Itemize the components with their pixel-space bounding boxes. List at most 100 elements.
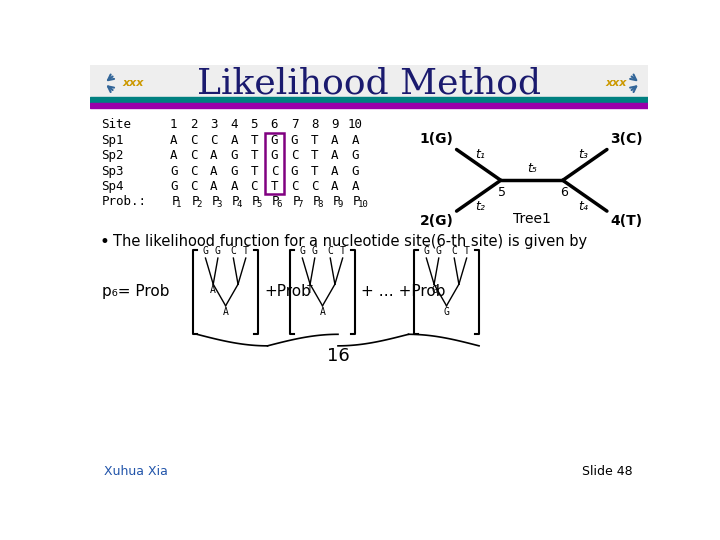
Text: Sp1: Sp1 bbox=[102, 134, 124, 147]
Text: The likelihood function for a nucleotide site(6-th site) is given by: The likelihood function for a nucleotide… bbox=[113, 234, 588, 249]
Text: A: A bbox=[331, 165, 338, 178]
Text: C: C bbox=[190, 134, 197, 147]
Text: A: A bbox=[230, 134, 238, 147]
Text: 16: 16 bbox=[327, 347, 349, 365]
Text: A: A bbox=[351, 180, 359, 193]
Text: T: T bbox=[271, 180, 278, 193]
Text: •: • bbox=[99, 233, 109, 251]
Text: t₃: t₃ bbox=[578, 148, 588, 161]
Text: A: A bbox=[210, 180, 217, 193]
Text: G: G bbox=[431, 285, 437, 295]
Text: 5: 5 bbox=[251, 118, 258, 131]
Text: P: P bbox=[252, 195, 259, 208]
Text: G: G bbox=[170, 165, 177, 178]
Bar bbox=[90, 65, 648, 97]
Text: Site: Site bbox=[102, 118, 132, 131]
Text: G: G bbox=[170, 180, 177, 193]
Text: G: G bbox=[351, 165, 359, 178]
Text: T: T bbox=[251, 149, 258, 162]
Text: 2(G): 2(G) bbox=[420, 214, 454, 228]
Text: C: C bbox=[328, 246, 333, 256]
Text: 4: 4 bbox=[230, 118, 238, 131]
Bar bbox=[265, 132, 284, 194]
Text: Prob.:: Prob.: bbox=[102, 195, 147, 208]
Text: G: G bbox=[436, 246, 441, 256]
Text: P: P bbox=[312, 195, 320, 208]
Text: t₅: t₅ bbox=[527, 162, 536, 175]
Text: T: T bbox=[251, 165, 258, 178]
Text: G: G bbox=[312, 246, 318, 256]
Text: G: G bbox=[215, 246, 221, 256]
Text: A: A bbox=[331, 149, 338, 162]
Text: Likelihood Method: Likelihood Method bbox=[197, 66, 541, 100]
Text: +Prob: +Prob bbox=[264, 285, 311, 300]
Text: C: C bbox=[210, 134, 217, 147]
Text: T: T bbox=[243, 246, 248, 256]
Text: 1: 1 bbox=[176, 200, 181, 208]
Text: 10: 10 bbox=[357, 200, 368, 208]
Text: C: C bbox=[311, 180, 318, 193]
Text: G: G bbox=[291, 165, 298, 178]
Text: A: A bbox=[170, 134, 177, 147]
Text: 1(G): 1(G) bbox=[420, 132, 454, 146]
Text: 8: 8 bbox=[317, 200, 323, 208]
Text: 6: 6 bbox=[560, 186, 568, 199]
Text: 6: 6 bbox=[276, 200, 282, 208]
Text: A: A bbox=[331, 180, 338, 193]
Text: T: T bbox=[311, 134, 318, 147]
Text: T: T bbox=[311, 149, 318, 162]
Text: t₁: t₁ bbox=[475, 148, 485, 161]
Bar bbox=[90, 97, 648, 103]
Text: G: G bbox=[230, 165, 238, 178]
Text: t₂: t₂ bbox=[475, 200, 485, 213]
Text: 4(T): 4(T) bbox=[610, 214, 642, 228]
Text: p₆= Prob: p₆= Prob bbox=[102, 285, 169, 300]
Text: Slide 48: Slide 48 bbox=[582, 465, 632, 478]
Text: 3: 3 bbox=[210, 118, 217, 131]
Text: G: G bbox=[351, 149, 359, 162]
Text: 8: 8 bbox=[311, 118, 318, 131]
Text: P: P bbox=[353, 195, 360, 208]
Text: Sp3: Sp3 bbox=[102, 165, 124, 178]
Text: P: P bbox=[212, 195, 219, 208]
Text: 9: 9 bbox=[331, 118, 338, 131]
Text: Sp2: Sp2 bbox=[102, 149, 124, 162]
Text: Sp4: Sp4 bbox=[102, 180, 124, 193]
Text: G: G bbox=[271, 149, 278, 162]
Text: C: C bbox=[271, 165, 278, 178]
Text: 7: 7 bbox=[291, 118, 298, 131]
Text: A: A bbox=[210, 285, 216, 295]
Text: Tree1: Tree1 bbox=[513, 212, 551, 226]
Bar bbox=[90, 103, 648, 108]
Text: A: A bbox=[170, 149, 177, 162]
Text: 4: 4 bbox=[236, 200, 242, 208]
Text: A: A bbox=[210, 149, 217, 162]
Text: 3(C): 3(C) bbox=[610, 132, 643, 146]
Text: 2: 2 bbox=[190, 118, 197, 131]
Text: 5: 5 bbox=[498, 186, 506, 199]
Text: G: G bbox=[444, 307, 449, 316]
Text: 6: 6 bbox=[271, 118, 278, 131]
Text: Xuhua Xia: Xuhua Xia bbox=[104, 465, 168, 478]
Text: xxx: xxx bbox=[606, 78, 626, 88]
Text: C: C bbox=[291, 180, 298, 193]
Text: P: P bbox=[272, 195, 279, 208]
Text: C: C bbox=[251, 180, 258, 193]
Text: G: G bbox=[300, 246, 305, 256]
Text: A: A bbox=[331, 134, 338, 147]
Text: P: P bbox=[232, 195, 239, 208]
Text: A: A bbox=[320, 307, 325, 316]
Text: A: A bbox=[230, 180, 238, 193]
Text: t₄: t₄ bbox=[578, 200, 588, 213]
Text: G: G bbox=[291, 134, 298, 147]
Text: P: P bbox=[333, 195, 340, 208]
Text: + … +Prob: + … +Prob bbox=[361, 285, 446, 300]
Text: C: C bbox=[190, 149, 197, 162]
Text: 7: 7 bbox=[297, 200, 302, 208]
Text: P: P bbox=[171, 195, 179, 208]
Text: C: C bbox=[190, 180, 197, 193]
Text: G: G bbox=[423, 246, 429, 256]
Text: 1: 1 bbox=[170, 118, 177, 131]
Text: 5: 5 bbox=[256, 200, 262, 208]
Text: P: P bbox=[292, 195, 300, 208]
